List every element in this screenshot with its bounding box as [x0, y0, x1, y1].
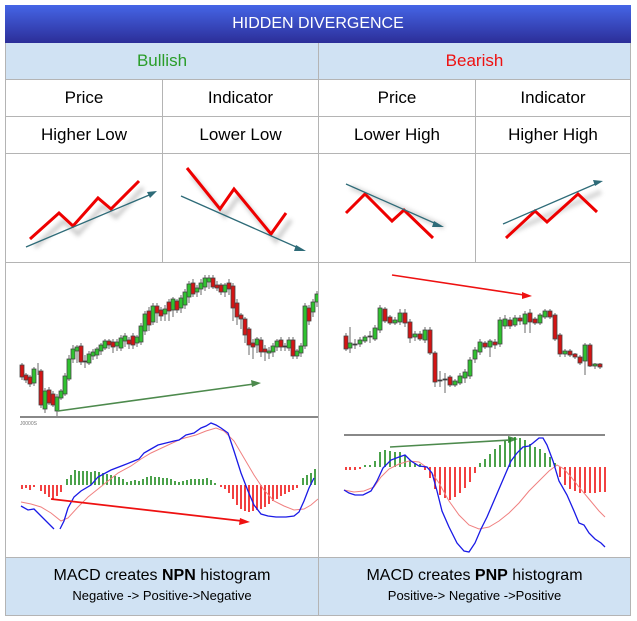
bullish-footer: MACD creates NPN histogram Negative -> P…	[5, 558, 318, 616]
bearish-indicator-label: Indicator	[475, 80, 631, 117]
footer-prefix: MACD creates	[53, 567, 162, 584]
bullish-price-pattern: Higher Low	[5, 117, 162, 154]
bearish-price-label: Price	[318, 80, 475, 117]
bearish-indicator-diagram	[475, 154, 631, 263]
bearish-footer-sequence: Positive-> Negative ->Positive	[387, 588, 562, 603]
bearish-indicator-pattern: Higher High	[475, 117, 631, 154]
chart-axis-label: J0000S	[20, 421, 38, 427]
bearish-chart-example	[318, 263, 631, 558]
footer-suffix: histogram	[195, 567, 271, 584]
bearish-price-pattern: Lower High	[318, 117, 475, 154]
bearish-footer-title: MACD creates PNP histogram	[319, 567, 630, 585]
bearish-header: Bearish	[318, 43, 631, 80]
bearish-label: Bearish	[445, 51, 504, 70]
histogram-pattern: NPN	[161, 567, 196, 584]
footer-suffix: histogram	[507, 567, 583, 584]
bullish-indicator-pattern: Lower Low	[162, 117, 318, 154]
bullish-price-diagram	[5, 154, 162, 263]
bearish-price-diagram	[318, 154, 475, 263]
bullish-header: Bullish	[5, 43, 318, 80]
histogram-pattern: PNP	[474, 567, 508, 584]
bullish-indicator-label: Indicator	[162, 80, 318, 117]
bearish-footer: MACD creates PNP histogram Positive-> Ne…	[318, 558, 631, 616]
bullish-footer-sequence: Negative -> Positive->Negative	[72, 588, 252, 603]
bullish-price-label: Price	[5, 80, 162, 117]
bullish-indicator-diagram	[162, 154, 318, 263]
bullish-footer-title: MACD creates NPN histogram	[6, 567, 318, 585]
bullish-chart-example: J0000S	[5, 263, 318, 558]
table-title: HIDDEN DIVERGENCE	[5, 5, 631, 43]
footer-prefix: MACD creates	[366, 567, 475, 584]
bullish-label: Bullish	[136, 51, 188, 70]
